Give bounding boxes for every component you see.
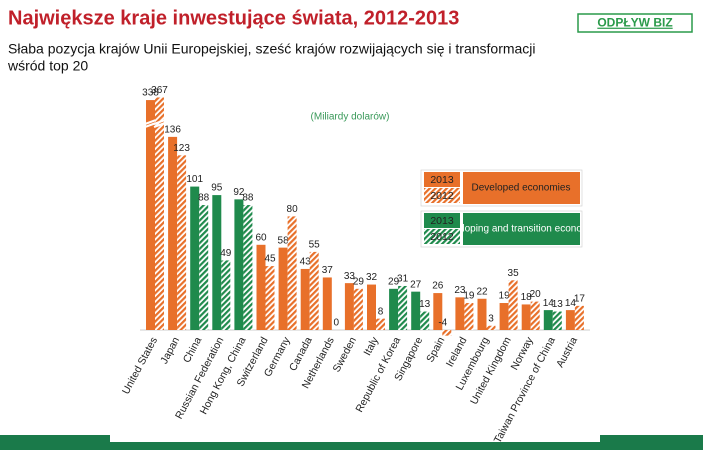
value-label: 80: [287, 204, 299, 215]
bar: [464, 303, 473, 330]
bar: [199, 205, 208, 330]
bar: [411, 292, 420, 330]
bar: [487, 326, 496, 330]
legend-label: 2013: [430, 174, 454, 186]
bar: [168, 137, 177, 330]
bar: [553, 312, 562, 330]
bar: [243, 205, 252, 330]
bar: [509, 280, 518, 330]
value-label: 32: [366, 272, 378, 283]
value-label: 13: [552, 299, 564, 310]
value-label: 95: [211, 183, 223, 194]
value-label: 35: [508, 268, 520, 279]
unit-label: (Miliardy dolarów): [311, 112, 390, 123]
bar: [155, 97, 164, 330]
value-label: 123: [173, 143, 190, 154]
bar: [279, 248, 288, 330]
legend-label: 2013: [430, 215, 454, 227]
bar: [323, 277, 332, 330]
value-label: 19: [499, 291, 511, 302]
bar: [345, 283, 354, 330]
value-label: 13: [419, 299, 431, 310]
bar: [566, 310, 575, 330]
bar: [310, 252, 319, 330]
legend-label: Developed economies: [472, 183, 571, 194]
value-label: 26: [432, 281, 444, 292]
value-label: 58: [278, 235, 290, 246]
value-label: -4: [438, 318, 447, 329]
value-label: 43: [300, 257, 312, 268]
bar: [544, 310, 553, 330]
badge: ODPŁYW BIZ: [597, 16, 672, 30]
bar: [478, 299, 487, 330]
bar: [376, 319, 385, 330]
value-label: 60: [255, 232, 267, 243]
value-label: 88: [198, 193, 210, 204]
bar: [575, 306, 584, 330]
bar: [522, 304, 531, 330]
value-label: 37: [322, 265, 334, 276]
value-label: 88: [242, 193, 254, 204]
value-label: 8: [378, 306, 384, 317]
value-label: 19: [463, 291, 475, 302]
value-label: 29: [353, 276, 365, 287]
value-label: 55: [309, 240, 321, 251]
bar: [367, 285, 376, 330]
bar: [455, 297, 464, 330]
value-label: 49: [220, 248, 232, 259]
bar: [234, 199, 243, 330]
bar: [221, 260, 230, 330]
bar: [266, 266, 275, 330]
legend-label: 2012: [430, 231, 454, 243]
value-label: 3: [488, 313, 494, 324]
bar: [420, 312, 429, 330]
value-label: 31: [397, 274, 409, 285]
bar: [212, 195, 221, 330]
legend-label: 2012: [430, 190, 454, 202]
bar: [190, 187, 199, 330]
bar: [442, 330, 451, 336]
legend-label: Developing and transition economies: [439, 224, 603, 235]
bar: [389, 289, 398, 330]
value-label: 101: [186, 174, 203, 185]
bar: [146, 100, 155, 330]
bar: [398, 286, 407, 330]
value-label: 45: [264, 254, 276, 265]
value-label: 20: [530, 289, 542, 300]
slide-title: Największe kraje inwestujące świata, 201…: [8, 7, 459, 29]
value-label: 136: [164, 125, 181, 136]
bar: [301, 269, 310, 330]
value-label: 0: [334, 318, 340, 329]
value-label: 17: [574, 294, 586, 305]
value-label: 22: [476, 286, 488, 297]
bar: [354, 289, 363, 330]
bar: [531, 302, 540, 330]
subtitle: Słaba pozycja krajów Unii Europejskiej, …: [8, 41, 536, 57]
bar: [288, 216, 297, 330]
value-label: 367: [151, 85, 168, 96]
value-label: 27: [410, 279, 422, 290]
bar: [500, 303, 509, 330]
bar: [177, 155, 186, 330]
subtitle: wśród top 20: [7, 58, 88, 74]
